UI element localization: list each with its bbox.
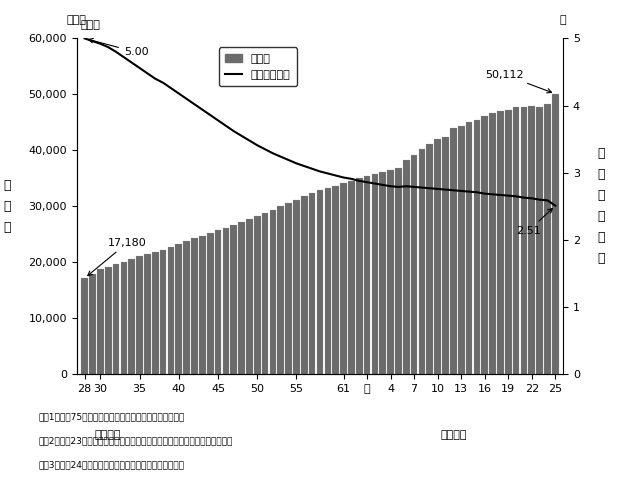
Y-axis label: 世
帯
数: 世 帯 数 [4,179,12,234]
Bar [129,259,135,374]
Bar [105,267,111,374]
Bar [442,137,449,374]
Bar [513,107,520,374]
Legend: 世帯数, 平均世帯人員: 世帯数, 平均世帯人員 [218,48,297,86]
Bar [278,206,284,374]
Bar [309,193,316,374]
Bar [332,186,339,374]
Bar [521,107,527,374]
Bar [348,180,355,374]
Text: 2）幢成23年の数値は、岩手県、宮城県及び福島県を除いたものである。: 2）幢成23年の数値は、岩手県、宮城県及び福島県を除いたものである。 [38,437,233,446]
Bar [199,236,205,374]
Bar [450,128,457,374]
Bar [552,94,559,374]
Bar [293,200,300,374]
Bar [230,225,237,374]
Y-axis label: 平
均
世
帯
人
員: 平 均 世 帯 人 員 [597,147,605,265]
Bar [395,168,402,374]
Bar [317,190,323,374]
Bar [505,109,511,374]
Bar [160,250,166,374]
Bar [380,172,386,374]
Text: 平成・年: 平成・年 [440,431,467,441]
Text: 千世帯: 千世帯 [81,20,100,30]
Bar [387,170,394,374]
Bar [324,188,331,374]
Bar [168,247,174,374]
Text: 千世帯: 千世帯 [67,15,87,25]
Bar [214,230,221,374]
Text: 5.00: 5.00 [88,38,148,57]
Bar [372,174,378,374]
Bar [435,139,441,374]
Bar [254,216,260,374]
Bar [497,111,504,374]
Text: 昭和・年: 昭和・年 [95,431,122,441]
Bar [481,116,488,374]
Bar [89,274,96,374]
Bar [223,228,229,374]
Text: 2.51: 2.51 [516,208,552,236]
Text: 注：1）平成75年の数値は、兵庫県を除いたものである。: 注：1）平成75年の数値は、兵庫県を除いたものである。 [38,413,185,422]
Bar [301,196,308,374]
Bar [356,178,363,374]
Bar [536,107,543,374]
Bar [262,213,268,374]
Bar [489,113,496,374]
Bar [183,241,190,374]
Bar [238,222,245,374]
Text: 17,180: 17,180 [88,238,147,276]
Bar [246,219,253,374]
Bar [474,120,480,374]
Bar [544,104,551,374]
Bar [175,244,182,374]
Bar [136,256,143,374]
Bar [191,238,198,374]
Bar [144,254,151,374]
Bar [403,160,410,374]
Bar [113,264,119,374]
Bar [340,183,347,374]
Text: 3）幢成24年の数値は、福島県を除いたものである。: 3）幢成24年の数値は、福島県を除いたものである。 [38,461,184,470]
Bar [458,126,465,374]
Bar [411,155,417,374]
Text: 人: 人 [560,15,566,25]
Bar [285,203,292,374]
Bar [364,176,371,374]
Bar [419,149,426,374]
Bar [81,278,88,374]
Bar [120,262,127,374]
Bar [466,122,472,374]
Bar [529,106,535,374]
Bar [426,144,433,374]
Bar [152,252,159,374]
Bar [269,210,276,374]
Bar [97,269,104,374]
Text: 50,112: 50,112 [484,70,552,93]
Bar [207,233,214,374]
